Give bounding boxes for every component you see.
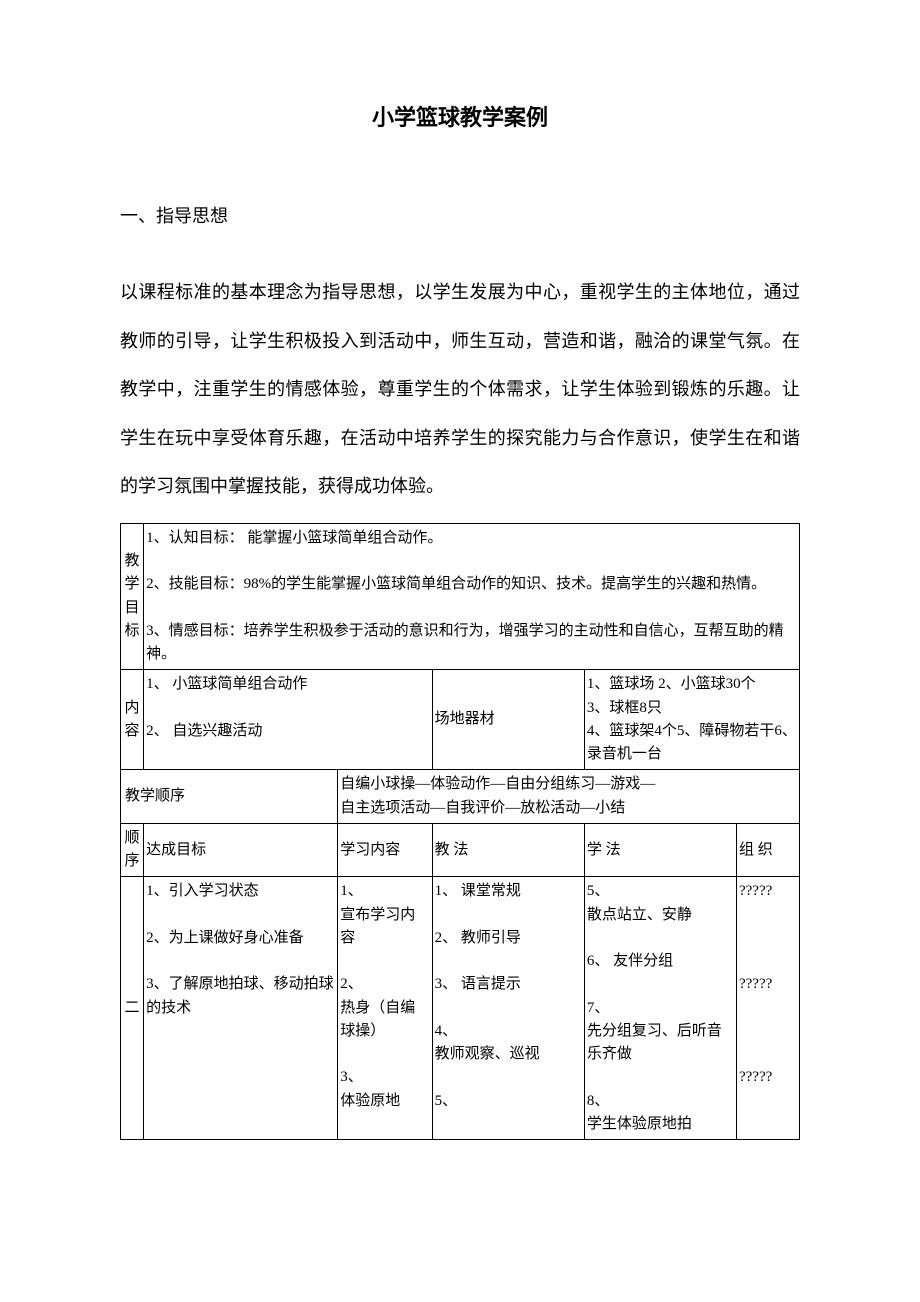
body-paragraph: 以课程标准的基本理念为指导思想，以学生发展为中心，重视学生的主体地位，通过教师的… (120, 268, 800, 511)
hdr-content: 学习内容 (338, 823, 432, 877)
goals-text: 1、认知目标： 能掌握小篮球简单组合动作。 2、技能目标：98%的学生能掌握小篮… (144, 523, 800, 670)
stage2-learn: 5、 散点站立、安静 6、 友伴分组 7、 先分组复习、后听音乐齐做 8、 学生… (584, 877, 736, 1140)
stage2-order: 二 (121, 877, 144, 1140)
table-row-goals: 教学目标 1、认知目标： 能掌握小篮球简单组合动作。 2、技能目标：98%的学生… (121, 523, 800, 670)
table-row-content: 内容 1、 小篮球简单组合动作 2、 自选兴趣活动 场地器材 1、篮球场 2、小… (121, 670, 800, 770)
sequence-label: 教学顺序 (121, 770, 338, 824)
content-right: 1、篮球场 2、小篮球30个 3、球框8只 4、篮球架4个5、障碍物若干6、录音… (584, 670, 799, 770)
stage2-method: 1、 课堂常规 2、 教师引导 3、 语言提示 4、 教师观察、巡视 5、 (432, 877, 584, 1140)
stage2-org: ????? ????? ????? (736, 877, 799, 1140)
hdr-learn: 学 法 (584, 823, 736, 877)
document-title: 小学篮球教学案例 (120, 100, 800, 132)
content-mid: 场地器材 (432, 670, 584, 770)
lesson-table: 教学目标 1、认知目标： 能掌握小篮球简单组合动作。 2、技能目标：98%的学生… (120, 523, 800, 1140)
hdr-order: 顺序 (121, 823, 144, 877)
hdr-target: 达成目标 (144, 823, 338, 877)
section-heading: 一、指导思想 (120, 202, 800, 228)
table-row-sequence: 教学顺序 自编小球操—体验动作—自由分组练习—游戏— 自主选项活动—自我评价—放… (121, 770, 800, 824)
stage2-target: 1、引入学习状态 2、为上课做好身心准备 3、了解原地拍球、移动拍球的技术 (144, 877, 338, 1140)
hdr-method: 教 法 (432, 823, 584, 877)
content-label: 内容 (121, 670, 144, 770)
content-left: 1、 小篮球简单组合动作 2、 自选兴趣活动 (144, 670, 433, 770)
table-row-headers: 顺序 达成目标 学习内容 教 法 学 法 组 织 (121, 823, 800, 877)
stage2-content: 1、 宣布学习内容 2、 热身（自编球操） 3、 体验原地 (338, 877, 432, 1140)
goals-label: 教学目标 (121, 523, 144, 670)
sequence-text: 自编小球操—体验动作—自由分组练习—游戏— 自主选项活动—自我评价—放松活动—小… (338, 770, 800, 824)
hdr-org: 组 织 (736, 823, 799, 877)
table-row-stage2: 二 1、引入学习状态 2、为上课做好身心准备 3、了解原地拍球、移动拍球的技术 … (121, 877, 800, 1140)
